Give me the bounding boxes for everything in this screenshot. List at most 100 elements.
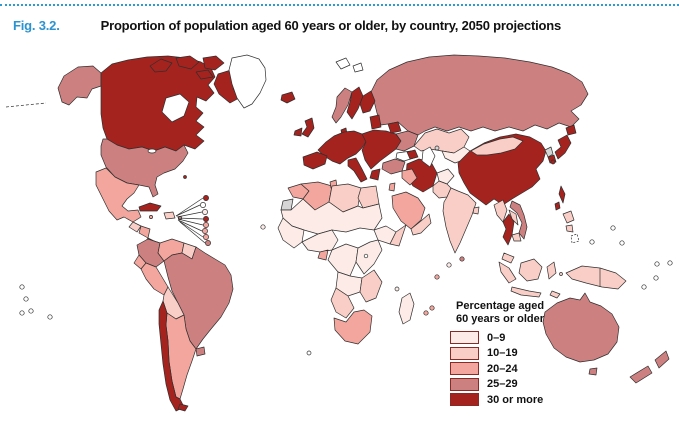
region-philippines [565, 224, 574, 233]
aleutian-islands [5, 102, 47, 108]
region-iceland [280, 91, 296, 104]
legend-swatch [450, 331, 479, 345]
region-india [442, 187, 477, 254]
legend-swatch [450, 377, 479, 391]
region-gulf-of-guinea [301, 229, 339, 253]
region-baltics [369, 114, 382, 130]
great-lakes [147, 148, 157, 154]
legend-swatch [450, 362, 479, 376]
region-indonesia [510, 286, 542, 298]
region-hispaniola [163, 211, 176, 220]
region-philippines [562, 210, 575, 224]
island-marker [23, 296, 29, 302]
region-australia [542, 292, 620, 363]
region-yemen-oman [410, 213, 432, 236]
region-ryukyu [558, 185, 566, 204]
island-marker [47, 314, 53, 320]
region-cuba [138, 202, 162, 212]
region-myanmar [493, 199, 508, 223]
island-marker [434, 274, 440, 280]
region-ireland [293, 127, 303, 137]
figure-label: Fig. 3.2. [13, 18, 60, 33]
island-marker [394, 286, 400, 292]
legend-title-line1: Percentage aged [456, 300, 545, 312]
region-tierra-del-fuego [177, 403, 189, 412]
region-thailand [502, 213, 515, 246]
region-israel-jordan [388, 182, 396, 192]
hudson-bay [161, 93, 190, 123]
island-marker [202, 209, 208, 215]
region-italy [347, 157, 368, 183]
dotted-divider [0, 4, 679, 6]
region-bangladesh [472, 206, 480, 215]
region-ukraine [395, 130, 419, 152]
region-south-africa [333, 309, 373, 345]
dashed-isles [570, 233, 580, 244]
legend-label: 20–24 [487, 362, 518, 375]
legend-swatch [450, 346, 479, 360]
island-marker [654, 261, 660, 267]
island-marker [306, 350, 312, 356]
leader-lines [175, 197, 206, 244]
aral-sea [434, 145, 440, 151]
region-north-korea [544, 146, 554, 158]
region-arctic-isle [352, 62, 364, 73]
legend-label: 0–9 [487, 331, 506, 344]
region-laos [508, 209, 519, 226]
region-peru [140, 262, 169, 296]
region-arctic-islands [195, 69, 214, 80]
island-marker [19, 284, 25, 290]
region-indonesia [559, 272, 563, 276]
region-taiwan [554, 201, 561, 211]
island-marker [641, 284, 647, 290]
region-finland [359, 90, 376, 114]
region-afghanistan [436, 168, 455, 185]
region-new-zealand [629, 365, 653, 384]
lake-victoria [363, 253, 369, 259]
region-uk [301, 117, 315, 138]
region-sweden [346, 86, 364, 120]
region-indonesia [546, 261, 557, 280]
legend-swatch [450, 393, 479, 407]
region-honduras-nicaragua [138, 225, 151, 239]
island-sri-lanka [459, 256, 465, 262]
region-mongolia [470, 136, 524, 156]
island-jamaica [149, 215, 153, 219]
region-caucasus [406, 149, 419, 160]
island-marker [19, 310, 25, 316]
region-arctic-islands [149, 58, 173, 73]
region-indonesia [498, 261, 517, 284]
region-west-europe [317, 130, 368, 165]
region-iberia [302, 151, 328, 170]
region-east-africa [355, 239, 383, 275]
island-marker [200, 202, 206, 208]
legend-title-line2: 60 years or older [456, 313, 545, 326]
legend-title: Percentage aged 60 years or older [456, 300, 590, 326]
island-marker [203, 222, 209, 228]
legend-label: 25–29 [487, 378, 518, 391]
region-timor [549, 290, 561, 299]
region-zimbabwe-mozambique [359, 269, 383, 303]
legend-item: 0–9 [450, 331, 590, 345]
island-marker [429, 305, 435, 311]
region-drc [327, 243, 359, 277]
region-arctic-islands [202, 55, 225, 71]
legend-label: 10–19 [487, 347, 518, 360]
island-marker [446, 262, 452, 268]
legend-item: 25–29 [450, 377, 590, 391]
region-tasmania [588, 367, 598, 376]
island-marker [28, 308, 34, 314]
region-saudi-arabia [391, 191, 426, 230]
region-arctic-isle [335, 57, 351, 70]
region-russia [370, 54, 589, 136]
island-marker [619, 240, 625, 246]
region-cambodia [511, 232, 522, 242]
figure-header: Fig. 3.2. Proportion of population aged … [13, 18, 663, 33]
island-marker [205, 240, 211, 246]
region-vietnam [509, 200, 528, 240]
island-marker [423, 310, 429, 316]
region-japan [550, 159, 556, 165]
region-west-africa [277, 217, 305, 249]
region-madagascar [398, 292, 415, 325]
